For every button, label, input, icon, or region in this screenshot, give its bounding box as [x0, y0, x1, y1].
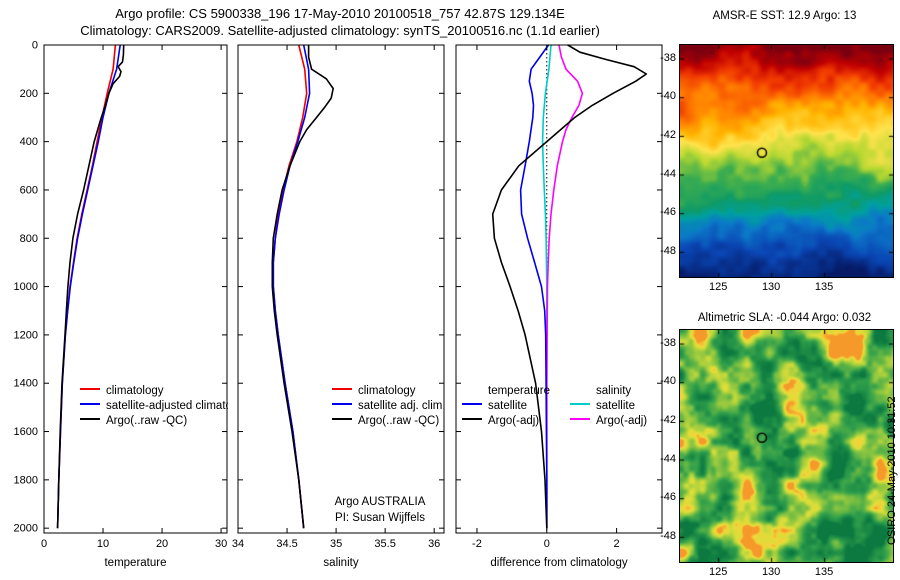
lat-tick-label: -44	[660, 167, 676, 180]
svg-text:200: 200	[20, 88, 38, 100]
satellite-clim-line-swatch	[80, 402, 100, 406]
svg-text:2000: 2000	[14, 523, 38, 535]
lon-tick-label: 130	[761, 281, 781, 293]
svg-text:1600: 1600	[14, 426, 38, 438]
legend-item: climatology	[80, 384, 228, 399]
argo-sal-diff-swatch	[570, 417, 590, 421]
svg-text:2: 2	[614, 538, 620, 550]
lat-tick-label: -42	[660, 413, 676, 426]
svg-text:20: 20	[156, 538, 168, 550]
argo-australia-line: Argo AUSTRALIA	[334, 496, 426, 508]
csiro-timestamp: CSIRO 24-May-2010 10:31:52	[886, 396, 898, 545]
difference-chart: -2 0 2	[455, 44, 663, 550]
svg-text:10: 10	[97, 538, 109, 550]
sla-map	[679, 329, 894, 563]
figure-title-line2: Climatology: CARS2009. Satellite-adjuste…	[80, 23, 600, 38]
svg-text:36: 36	[428, 538, 440, 550]
temperature-profile-chart: 0 10 20 30 0 200 400 600 800 1000 1200 1400 1600 1800…	[14, 40, 228, 550]
legend-item: satellite	[570, 399, 666, 414]
lat-tick-label: -46	[660, 491, 676, 504]
legend-group-title: temperature	[488, 385, 551, 397]
argo-line-swatch	[332, 417, 352, 421]
lon-tick-label: 130	[761, 566, 781, 578]
lat-tick-label: -40	[660, 90, 676, 103]
svg-text:1400: 1400	[14, 378, 38, 390]
argo-temp-diff-swatch	[462, 417, 482, 421]
sst-map	[679, 44, 894, 278]
legend-label: satellite	[596, 400, 635, 412]
svg-text:0: 0	[41, 538, 47, 550]
salinity-axis-label: salinity	[323, 557, 359, 569]
svg-text:0: 0	[544, 538, 550, 550]
lat-tick-label: -48	[660, 244, 676, 257]
difference-temperature-legend: temperature satellite Argo(-adj)	[462, 384, 564, 429]
svg-text:35: 35	[330, 538, 342, 550]
svg-text:600: 600	[20, 184, 38, 196]
satellite-clim-line-swatch	[332, 402, 352, 406]
sst-map-canvas	[679, 44, 894, 278]
svg-text:1800: 1800	[14, 474, 38, 486]
lon-tick-label: 135	[814, 566, 834, 578]
legend-label: Argo(-adj)	[596, 415, 648, 427]
legend-label: Argo(-adj)	[488, 415, 540, 427]
satellite-temp-diff-swatch	[462, 402, 482, 406]
legend-label: satellite adj. clim.	[358, 400, 444, 412]
svg-text:400: 400	[20, 136, 38, 148]
svg-text:-2: -2	[472, 538, 482, 550]
lat-tick-label: -46	[660, 206, 676, 219]
lon-tick-label: 125	[708, 566, 728, 578]
legend-label: climatology	[358, 385, 416, 397]
figure-title-line1: Argo profile: CS 5900338_196 17-May-2010…	[115, 6, 565, 21]
sla-map-title: Altimetric SLA: -0.044 Argo: 0.032	[697, 312, 872, 324]
legend-item: satellite adj. clim.	[332, 399, 444, 414]
svg-text:1000: 1000	[14, 281, 38, 293]
legend-item: Argo(-adj)	[570, 414, 666, 429]
svg-text:800: 800	[20, 233, 38, 245]
temperature-legend: climatology satellite-adjusted climatolo…	[80, 384, 228, 429]
pi-line: PI: Susan Wijffels	[335, 512, 425, 524]
argo-line-swatch	[80, 417, 100, 421]
legend-label: Argo(..raw -QC)	[358, 415, 440, 427]
lat-tick-label: -44	[660, 452, 676, 465]
legend-label: climatology	[106, 385, 164, 397]
svg-text:0: 0	[32, 40, 38, 52]
legend-label: Argo(..raw -QC)	[106, 415, 188, 427]
temperature-axis-label: temperature	[104, 557, 167, 569]
lat-tick-label: -38	[660, 51, 676, 64]
lon-tick-label: 125	[708, 281, 728, 293]
svg-text:34: 34	[232, 538, 244, 550]
legend-item: satellite-adjusted climatology	[80, 399, 228, 414]
legend-item: Argo(..raw -QC)	[332, 414, 444, 429]
legend-label: satellite	[488, 400, 527, 412]
satellite-sal-diff-swatch	[570, 402, 590, 406]
lat-tick-label: -42	[660, 128, 676, 141]
salinity-profile-chart: 34 34.5 35 35.5 36	[232, 44, 445, 550]
lon-tick-label: 135	[814, 281, 834, 293]
argo-australia-note: Argo AUSTRALIA PI: Susan Wijffels	[295, 494, 465, 526]
legend-item: satellite	[462, 399, 564, 414]
difference-axis-label: difference from climatology	[490, 557, 628, 569]
salinity-legend: climatology satellite adj. clim. Argo(..…	[332, 384, 444, 429]
legend-item: climatology	[332, 384, 444, 399]
lat-tick-label: -38	[660, 336, 676, 349]
lat-tick-label: -40	[660, 375, 676, 388]
climatology-line-swatch	[332, 387, 352, 391]
svg-text:34.5: 34.5	[276, 538, 297, 550]
legend-group-title: salinity	[596, 385, 632, 397]
sla-map-canvas	[679, 329, 894, 563]
svg-text:35.5: 35.5	[374, 538, 395, 550]
difference-salinity-legend: salinity satellite Argo(-adj)	[570, 384, 666, 429]
climatology-line-swatch	[80, 387, 100, 391]
legend-item: Argo(..raw -QC)	[80, 414, 228, 429]
sst-map-title: AMSR-E SST: 12.9 Argo: 13	[712, 10, 857, 22]
svg-text:30: 30	[215, 538, 227, 550]
lat-tick-label: -48	[660, 529, 676, 542]
svg-text:1200: 1200	[14, 329, 38, 341]
legend-label: satellite-adjusted climatology	[106, 400, 228, 412]
legend-item: Argo(-adj)	[462, 414, 564, 429]
